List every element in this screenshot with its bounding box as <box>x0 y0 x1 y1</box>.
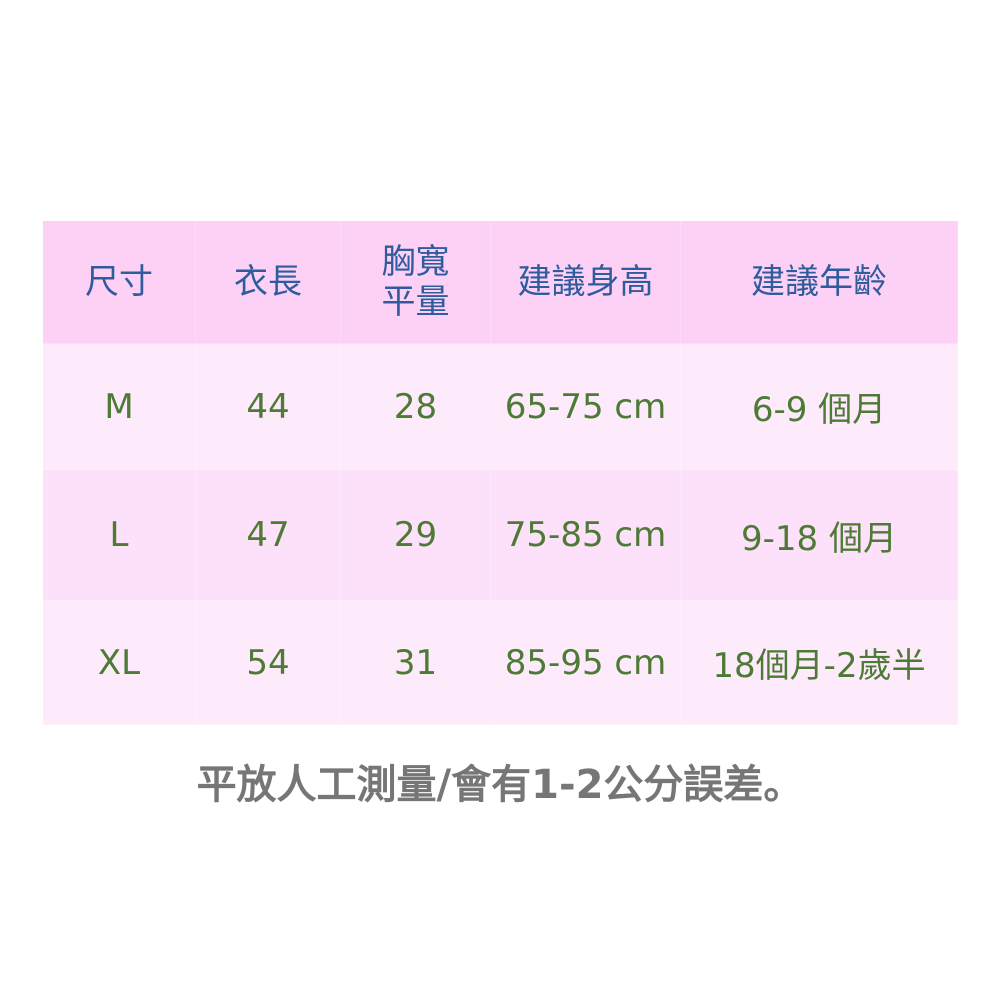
cell-chest: 29 <box>340 469 491 601</box>
cell-size: M <box>42 343 196 470</box>
table-row: L 47 29 75-85 cm 9-18 個月 <box>42 469 958 601</box>
cell-age: 6-9 個月 <box>680 343 958 470</box>
header-chest: 胸寬 平量 <box>340 220 491 344</box>
cell-age: 9-18 個月 <box>680 469 958 601</box>
cell-length: 47 <box>195 469 341 601</box>
cell-length: 54 <box>195 600 341 725</box>
table-row: M 44 28 65-75 cm 6-9 個月 <box>42 343 958 470</box>
header-row: 尺寸 衣長 胸寬 平量 建議身高 建議年齡 <box>42 220 958 344</box>
header-age: 建議年齡 <box>680 220 958 344</box>
header-chest-line1: 胸寬 <box>381 242 450 282</box>
cell-height: 85-95 cm <box>490 600 681 725</box>
cell-chest: 28 <box>340 343 491 470</box>
size-chart-table: 尺寸 衣長 胸寬 平量 建議身高 建議年齡 M 44 28 65-75 cm 6-… <box>42 220 958 725</box>
cell-age: 18個月-2歲半 <box>680 600 958 725</box>
header-chest-line2: 平量 <box>381 282 450 322</box>
cell-length: 44 <box>195 343 341 470</box>
table-row: XL 54 31 85-95 cm 18個月-2歲半 <box>42 600 958 725</box>
cell-height: 65-75 cm <box>490 343 681 470</box>
header-size: 尺寸 <box>42 220 196 344</box>
header-height: 建議身高 <box>490 220 681 344</box>
cell-size: L <box>42 469 196 601</box>
measurement-note: 平放人工測量/會有1-2公分誤差。 <box>196 762 804 808</box>
cell-size: XL <box>42 600 196 725</box>
cell-chest: 31 <box>340 600 491 725</box>
header-length: 衣長 <box>195 220 341 344</box>
cell-height: 75-85 cm <box>490 469 681 601</box>
